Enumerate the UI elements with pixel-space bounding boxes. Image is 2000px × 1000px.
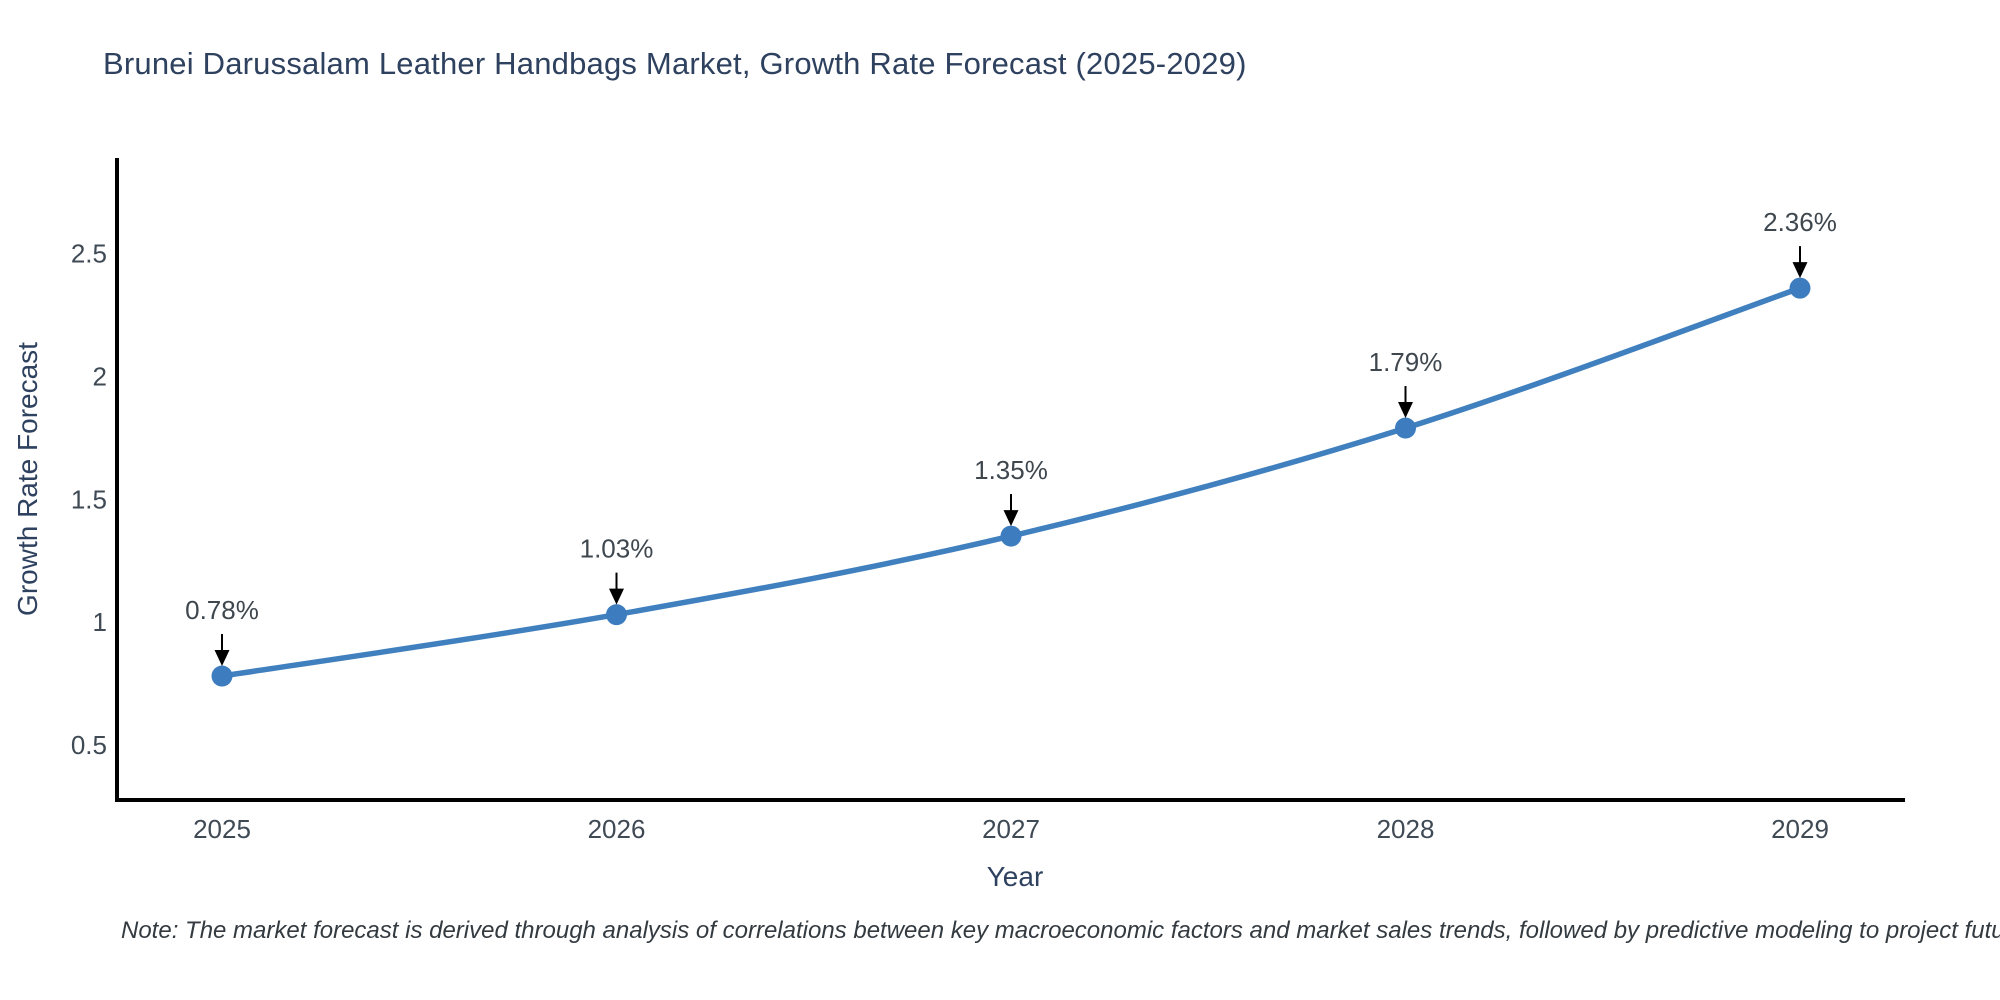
data-point-marker — [211, 665, 233, 687]
chart-title: Brunei Darussalam Leather Handbags Marke… — [103, 46, 1247, 81]
y-tick-label: 2 — [93, 362, 107, 392]
y-tick-label: 0.5 — [71, 730, 107, 760]
annotation-arrowhead-icon — [214, 650, 230, 667]
data-point-marker — [1789, 277, 1811, 299]
data-point-label: 1.79% — [1369, 347, 1443, 377]
x-axis-title: Year — [986, 861, 1044, 892]
y-tick-label: 2.5 — [71, 239, 107, 269]
annotation-arrowhead-icon — [1003, 510, 1019, 527]
x-tick-label: 2029 — [1771, 814, 1829, 844]
x-tick-label: 2025 — [193, 814, 251, 844]
data-point-marker — [606, 604, 627, 626]
data-point-label: 2.36% — [1763, 207, 1837, 237]
x-tick-label: 2026 — [588, 814, 646, 844]
y-tick-label: 1 — [93, 607, 107, 637]
data-point-label: 1.03% — [580, 534, 654, 564]
x-tick-label: 2027 — [982, 814, 1040, 844]
annotation-arrowhead-icon — [1398, 402, 1413, 419]
annotation-arrowhead-icon — [609, 588, 624, 605]
footnote: Note: The market forecast is derived thr… — [121, 917, 2000, 944]
y-axis-title: Growth Rate Forecast — [12, 342, 43, 616]
data-point-marker — [1000, 525, 1022, 547]
x-tick-label: 2028 — [1377, 814, 1435, 844]
y-tick-label: 1.5 — [71, 484, 107, 514]
data-point-marker — [1395, 417, 1416, 439]
data-point-label: 0.78% — [185, 595, 259, 625]
data-point-label: 1.35% — [974, 455, 1048, 485]
annotation-arrowhead-icon — [1792, 262, 1808, 279]
